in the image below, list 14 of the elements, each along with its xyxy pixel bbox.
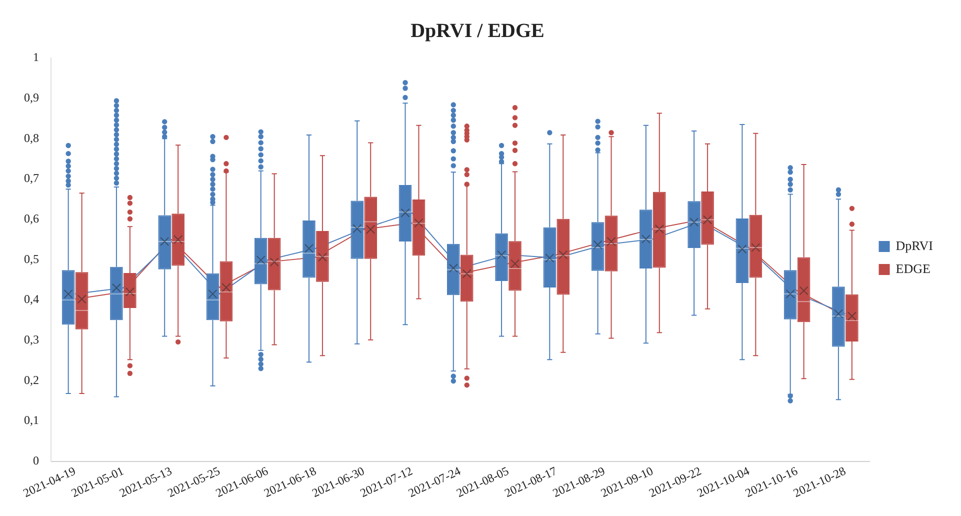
y-tick-label: 0,4 xyxy=(24,292,39,306)
y-tick-label: 0,8 xyxy=(24,130,39,145)
legend-label: DpRVI xyxy=(896,238,934,253)
y-tick-label: 1 xyxy=(33,50,39,64)
y-tick-label: 0,5 xyxy=(24,252,39,266)
y-tick-label: 0,3 xyxy=(24,332,39,346)
y-tick-label: 0,2 xyxy=(24,372,39,387)
y-tick-label: 0 xyxy=(33,453,39,468)
y-tick-label: 0,1 xyxy=(24,413,39,428)
y-tick-label: 0,7 xyxy=(24,171,39,186)
y-tick-label: 0,9 xyxy=(24,90,39,104)
chart-title: DpRVI / EDGE xyxy=(410,20,544,42)
y-tick-label: 0,6 xyxy=(24,211,39,226)
legend-label: EDGE xyxy=(896,260,930,276)
